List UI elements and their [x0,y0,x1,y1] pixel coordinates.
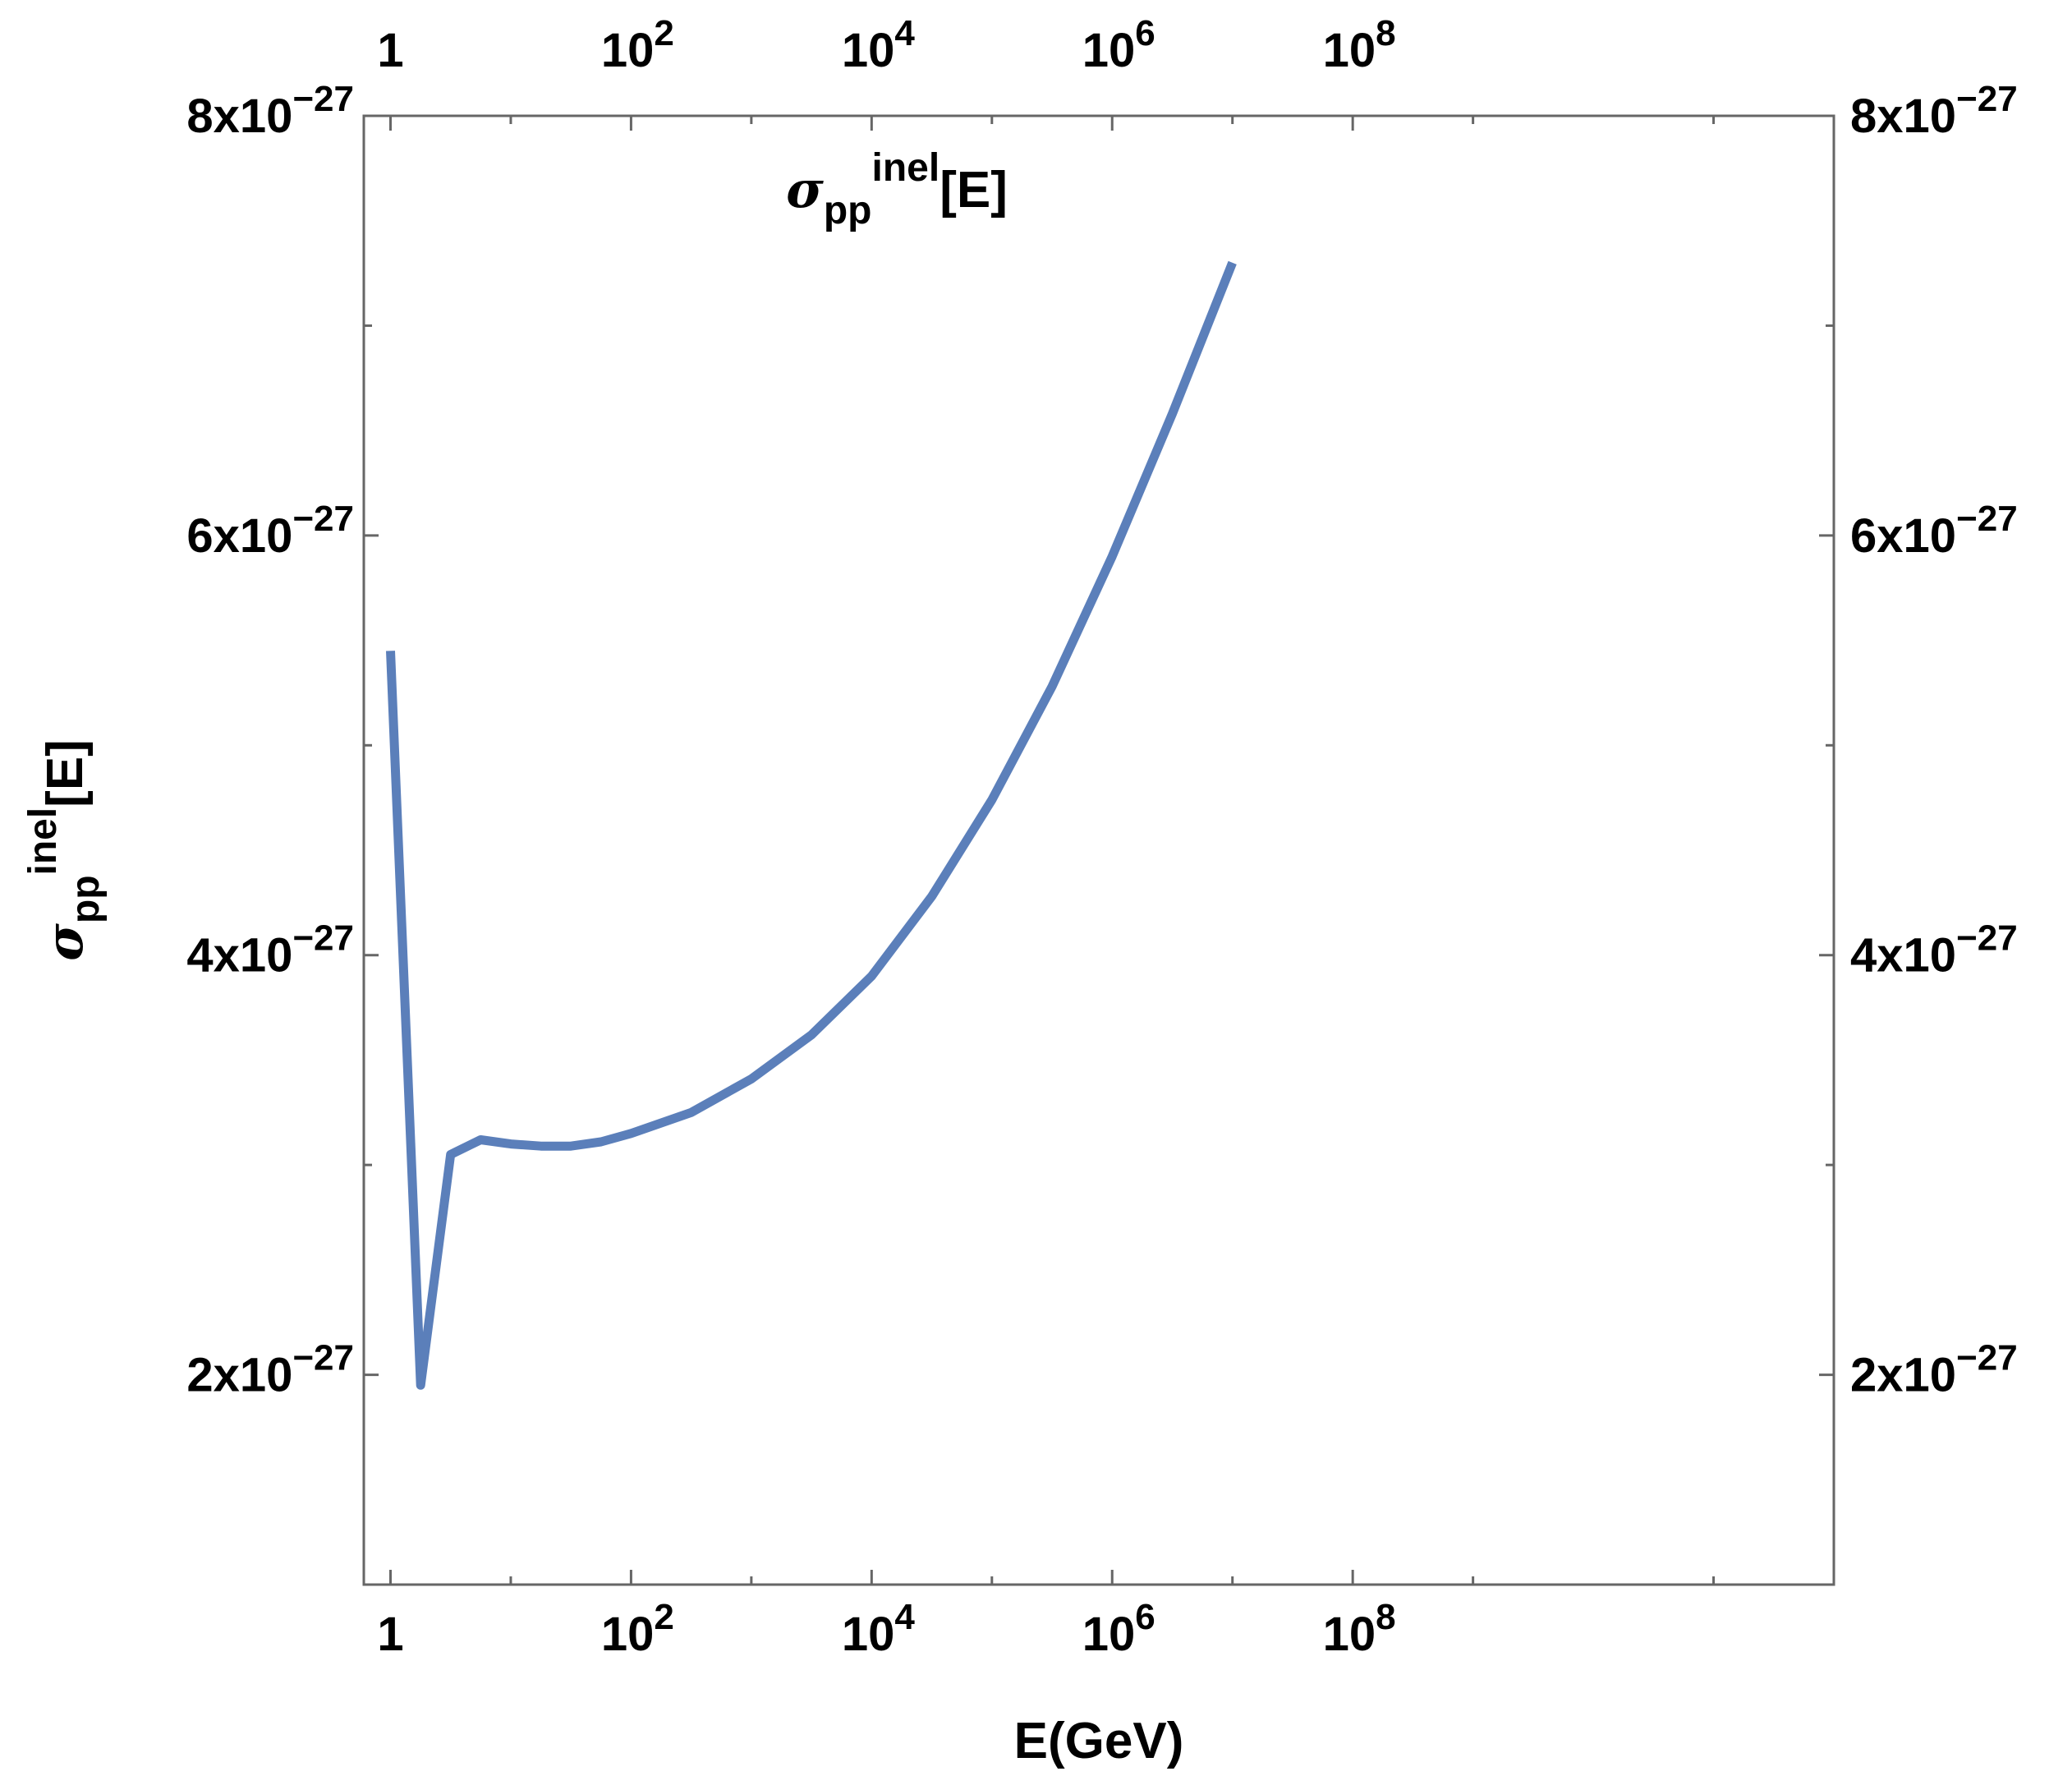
x-tick-label-bottom: 1 [377,1608,403,1661]
ticks [364,114,1834,1586]
x-tick-label-top: 104 [842,13,916,77]
y-tick-label-left: 2x10−27 [186,1338,354,1402]
x-tick-label-bottom: 106 [1082,1597,1155,1661]
y-tick-label-right: 2x10−27 [1850,1338,2018,1402]
plot-frame [362,114,1835,1586]
x-tick-label-bottom: 108 [1323,1597,1396,1661]
x-tick-label-top: 102 [601,13,674,77]
chart-title: σppinel[E] [786,146,1008,232]
x-tick-label-top: 1 [377,24,403,77]
y-tick-label-left: 4x10−27 [186,918,354,982]
y-tick-label-left: 6x10−27 [186,499,354,563]
x-axis-title: E(GeV) [1014,1713,1184,1769]
tick-labels: 1 1 102 102 104 104 106 106 108 108 2x10−27 2x10−27… [186,13,2017,1661]
x-tick-label-top: 108 [1323,13,1396,77]
y-tick-label-right: 4x10−27 [1850,918,2018,982]
x-tick-label-top: 106 [1082,13,1155,77]
y-tick-label-left: 8x10−27 [186,79,354,143]
x-tick-label-bottom: 102 [601,1597,674,1661]
y-axis-title: σppinel[E] [21,739,108,961]
series-line [386,260,1237,1390]
y-tick-label-right: 6x10−27 [1850,499,2018,563]
y-tick-label-right: 8x10−27 [1850,79,2018,143]
x-tick-label-bottom: 104 [842,1597,916,1661]
